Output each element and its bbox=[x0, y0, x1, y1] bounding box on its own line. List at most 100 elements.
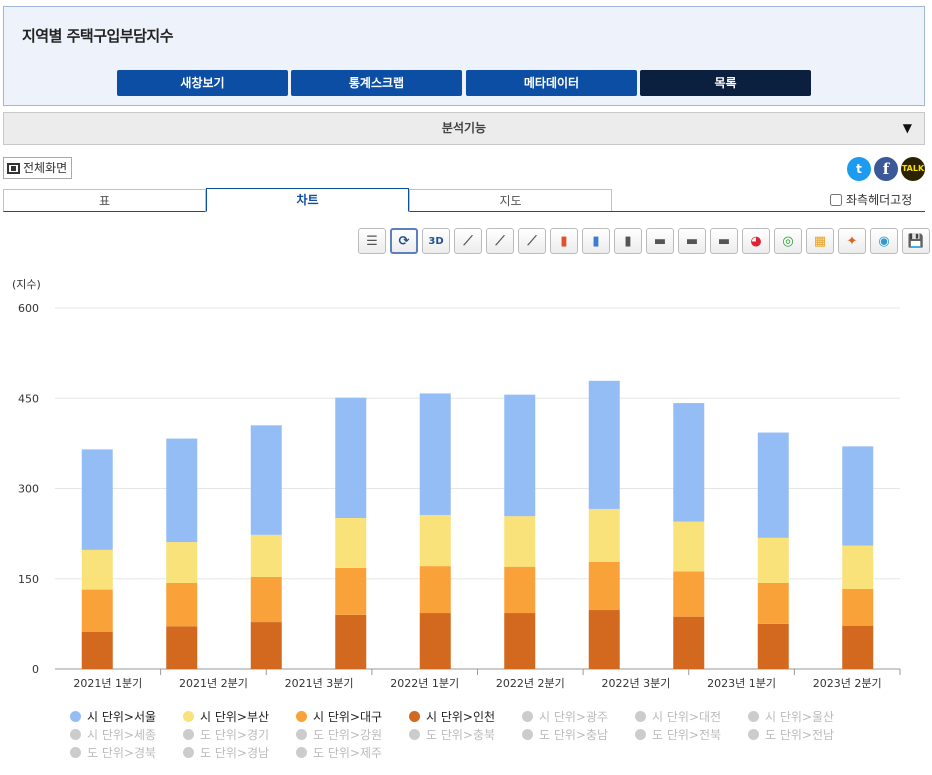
gauge-chart-tool-button[interactable]: ◉ bbox=[870, 228, 898, 254]
bar-segment[interactable] bbox=[166, 626, 198, 669]
metadata-button[interactable]: 메타데이터 bbox=[466, 70, 637, 96]
legend-label: 도 단위>경남 bbox=[200, 746, 270, 760]
legend-item[interactable]: 도 단위>충남 bbox=[522, 726, 608, 743]
bar-segment[interactable] bbox=[504, 613, 536, 669]
bar-segment[interactable] bbox=[166, 438, 198, 543]
bar-segment[interactable] bbox=[81, 631, 113, 669]
bar-segment[interactable] bbox=[419, 613, 451, 669]
3d-tool-button[interactable]: 3D bbox=[422, 228, 450, 254]
horizontal-stacked-tool-button[interactable]: ▬ bbox=[678, 228, 706, 254]
bar-segment[interactable] bbox=[673, 571, 705, 617]
horizontal-bar-icon: ▬ bbox=[653, 233, 667, 249]
legend-item[interactable]: 도 단위>전북 bbox=[635, 726, 721, 743]
legend-item[interactable]: 도 단위>경북 bbox=[70, 744, 156, 761]
stat-scrap-button[interactable]: 통계스크랩 bbox=[291, 70, 462, 96]
bar-chart-tool-button[interactable]: ▮ bbox=[550, 228, 578, 254]
horizontal-bar-alt-tool-button[interactable]: ▬ bbox=[710, 228, 738, 254]
list-button[interactable]: 목록 bbox=[640, 70, 811, 96]
legend-item[interactable]: 시 단위>서울 bbox=[70, 708, 156, 725]
bar-segment[interactable] bbox=[588, 561, 620, 611]
kakaotalk-share-icon[interactable]: TALK bbox=[901, 157, 925, 181]
bar-segment[interactable] bbox=[419, 566, 451, 614]
bar-segment[interactable] bbox=[673, 616, 705, 669]
bar-segment[interactable] bbox=[335, 517, 367, 568]
analysis-toggle[interactable]: 분석기능 ▼ bbox=[3, 112, 925, 145]
x-tick-label: 2022년 2분기 bbox=[496, 677, 565, 690]
bar-segment[interactable] bbox=[504, 516, 536, 567]
legend-item[interactable]: 시 단위>인천 bbox=[409, 708, 495, 725]
x-tick-label: 2022년 1분기 bbox=[390, 677, 459, 690]
bar-segment[interactable] bbox=[81, 449, 113, 550]
horizontal-bar-tool-button[interactable]: ▬ bbox=[646, 228, 674, 254]
save-tool-button[interactable]: 💾 bbox=[902, 228, 930, 254]
facebook-share-icon[interactable]: f bbox=[874, 157, 898, 181]
y-tick-label: 600 bbox=[18, 302, 39, 315]
horizontal-bar-alt-icon: ▬ bbox=[717, 233, 731, 249]
bar-segment[interactable] bbox=[504, 394, 536, 517]
bar-segment[interactable] bbox=[588, 610, 620, 669]
stacked-bar-tool-button[interactable]: ▮ bbox=[582, 228, 610, 254]
legend-item[interactable]: 도 단위>강원 bbox=[296, 726, 382, 743]
bar-segment[interactable] bbox=[250, 425, 282, 535]
bar-segment[interactable] bbox=[166, 582, 198, 627]
twitter-share-icon[interactable]: t bbox=[847, 157, 871, 181]
stacked-bar-icon: ▮ bbox=[592, 233, 600, 249]
treemap-tool-button[interactable]: ▦ bbox=[806, 228, 834, 254]
legend-item[interactable]: 도 단위>제주 bbox=[296, 744, 382, 761]
line-chart-tool-button[interactable]: ⟋ bbox=[454, 228, 482, 254]
bar-segment[interactable] bbox=[250, 622, 282, 669]
bar-segment[interactable] bbox=[757, 537, 789, 583]
tab-chart[interactable]: 차트 bbox=[206, 188, 409, 212]
radar-chart-tool-button[interactable]: ✦ bbox=[838, 228, 866, 254]
bar-segment[interactable] bbox=[335, 614, 367, 669]
bar-segment[interactable] bbox=[419, 514, 451, 567]
legend-item[interactable]: 시 단위>울산 bbox=[748, 708, 834, 725]
bar-segment[interactable] bbox=[757, 432, 789, 538]
line-chart-multi-tool-button[interactable]: ⟋ bbox=[518, 228, 546, 254]
legend-item[interactable]: 시 단위>광주 bbox=[522, 708, 608, 725]
bar-segment[interactable] bbox=[166, 542, 198, 583]
bar-segment[interactable] bbox=[335, 397, 367, 518]
fix-left-header-checkbox[interactable] bbox=[830, 193, 842, 206]
bar-segment[interactable] bbox=[335, 567, 367, 615]
list-tool-button[interactable]: ☰ bbox=[358, 228, 386, 254]
legend-marker-icon bbox=[748, 729, 759, 740]
bar-segment[interactable] bbox=[757, 623, 789, 669]
fix-left-header-option[interactable]: 좌측헤더고정 bbox=[830, 191, 912, 208]
fullscreen-button[interactable]: 전체화면 bbox=[3, 157, 73, 179]
bar-segment[interactable] bbox=[842, 446, 874, 546]
bar-segment[interactable] bbox=[81, 589, 113, 632]
legend-label: 시 단위>세종 bbox=[87, 728, 157, 742]
rotate-tool-button[interactable]: ⟳ bbox=[390, 228, 418, 254]
legend-item[interactable]: 도 단위>경남 bbox=[183, 744, 269, 761]
bar-segment[interactable] bbox=[419, 393, 451, 515]
bar-segment[interactable] bbox=[842, 625, 874, 669]
legend-marker-icon bbox=[296, 729, 307, 740]
tab-table[interactable]: 표 bbox=[3, 189, 206, 212]
chevron-down-icon: ▼ bbox=[902, 121, 912, 135]
bar-segment[interactable] bbox=[81, 549, 113, 590]
legend-item[interactable]: 시 단위>부산 bbox=[183, 708, 269, 725]
bar-segment[interactable] bbox=[673, 403, 705, 522]
line-chart-alt-tool-button[interactable]: ⟋ bbox=[486, 228, 514, 254]
bar-segment[interactable] bbox=[588, 508, 620, 562]
legend-item[interactable]: 시 단위>대구 bbox=[296, 708, 382, 725]
legend-item[interactable]: 도 단위>충북 bbox=[409, 726, 495, 743]
legend-item[interactable]: 시 단위>세종 bbox=[70, 726, 156, 743]
bar-segment[interactable] bbox=[842, 545, 874, 589]
bar-segment[interactable] bbox=[250, 576, 282, 623]
bar-segment[interactable] bbox=[673, 521, 705, 572]
tab-map[interactable]: 지도 bbox=[409, 189, 612, 212]
donut-chart-tool-button[interactable]: ◎ bbox=[774, 228, 802, 254]
bar-segment[interactable] bbox=[757, 582, 789, 624]
legend-item[interactable]: 시 단위>대전 bbox=[635, 708, 721, 725]
bar-segment[interactable] bbox=[504, 566, 536, 614]
bar-segment[interactable] bbox=[588, 380, 620, 509]
bar-chart-alt-tool-button[interactable]: ▮ bbox=[614, 228, 642, 254]
new-window-button[interactable]: 새창보기 bbox=[117, 70, 288, 96]
bar-segment[interactable] bbox=[842, 588, 874, 626]
pie-chart-tool-button[interactable]: ◕ bbox=[742, 228, 770, 254]
bar-segment[interactable] bbox=[250, 534, 282, 577]
legend-item[interactable]: 도 단위>전남 bbox=[748, 726, 834, 743]
legend-item[interactable]: 도 단위>경기 bbox=[183, 726, 269, 743]
